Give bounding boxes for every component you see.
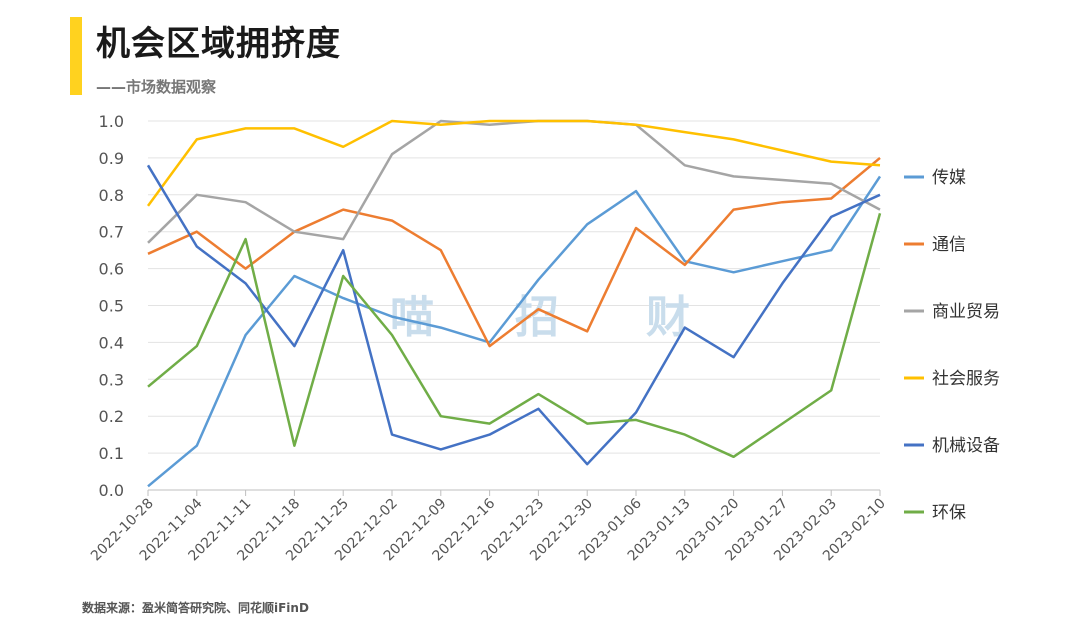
title-accent-bar (70, 17, 82, 95)
y-tick-label: 0.3 (99, 370, 124, 389)
legend-label: 社会服务 (932, 369, 1000, 389)
legend-label: 环保 (932, 503, 966, 523)
series-line (147, 119, 881, 244)
y-tick-label: 0.4 (99, 333, 124, 352)
y-tick-label: 0.0 (99, 481, 124, 500)
chart-subtitle: ——市场数据观察 (96, 78, 217, 96)
legend-label: 商业贸易 (932, 302, 1000, 322)
gridlines (148, 120, 880, 491)
chart-title: 机会区域拥挤度 (96, 24, 341, 64)
y-tick-label: 0.8 (99, 186, 124, 205)
y-tick-label: 0.9 (99, 149, 124, 168)
watermark: 喵招财 (390, 292, 690, 343)
series-line (147, 175, 882, 488)
series-line (146, 164, 881, 466)
y-tick-label: 0.2 (99, 407, 124, 426)
watermark-char: 财 (646, 292, 690, 343)
series-lines (146, 119, 882, 488)
y-tick-label: 0.5 (99, 297, 124, 316)
legend-label: 传媒 (932, 168, 966, 188)
y-tick-label: 0.6 (99, 260, 124, 279)
legend-label: 机械设备 (932, 436, 1000, 456)
series-line (146, 119, 881, 207)
y-tick-label: 0.7 (99, 223, 124, 242)
x-axis-ticks: 2022-10-282022-11-042022-11-112022-11-18… (88, 490, 889, 564)
legend-label: 通信 (932, 235, 966, 255)
y-tick-label: 0.1 (99, 444, 124, 463)
y-tick-label: 1.0 (99, 112, 124, 131)
series-line (147, 156, 881, 348)
series-line (147, 212, 882, 459)
data-source-note: 数据来源：盈米简答研究院、同花顺iFinD (82, 601, 309, 615)
y-axis-ticks: 0.0 0.1 0.2 0.3 0.4 0.5 0.6 0.7 0.8 0.9 1.0 (99, 112, 124, 500)
